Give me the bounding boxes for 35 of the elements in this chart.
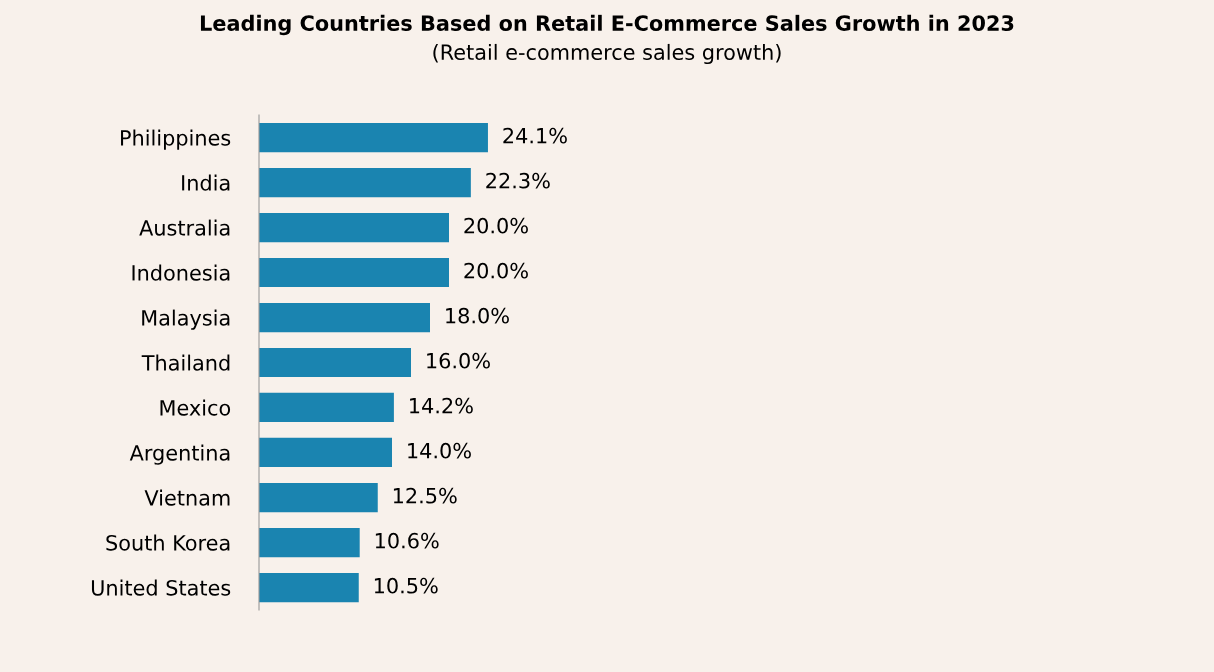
data-label: 18.0% — [446, 307, 509, 324]
bar — [259, 527, 360, 558]
bar — [259, 257, 449, 288]
bar — [259, 482, 378, 513]
bar — [259, 347, 411, 378]
data-label: 24.1% — [503, 127, 567, 144]
bar — [259, 122, 488, 153]
data-label: 12.5% — [393, 487, 457, 504]
y-tick-label: Vietnam — [144, 489, 230, 506]
data-label: 16.0% — [427, 352, 490, 369]
data-label: 20.0% — [464, 262, 528, 279]
bar — [259, 167, 471, 198]
bar — [259, 572, 359, 603]
data-label: 14.0% — [408, 442, 471, 459]
data-label: 22.3% — [486, 172, 550, 189]
y-tick-label: Malaysia — [142, 309, 230, 330]
chart-title: Leading Countries Based on Retail E-Commerce Sales Growth in 2023 — [200, 14, 1014, 36]
y-tick-label: Indonesia — [132, 264, 230, 281]
data-label: 20.0% — [464, 217, 528, 234]
bar — [259, 437, 392, 468]
bar — [259, 212, 449, 243]
y-tick-label: South Korea — [106, 534, 230, 551]
bar — [259, 392, 394, 423]
y-tick-label: Argentina — [129, 444, 230, 465]
y-tick-label: India — [182, 174, 230, 191]
y-tick-label: Mexico — [160, 399, 231, 416]
chart-subtitle: (Retail e-commerce sales growth) — [433, 43, 781, 65]
data-label: 10.6% — [375, 532, 439, 549]
y-tick-label: Philippines — [121, 129, 231, 150]
y-tick-label: Thailand — [141, 354, 230, 371]
bar — [259, 302, 430, 333]
data-label: 14.2% — [410, 397, 473, 414]
y-tick-label: Australia — [139, 219, 230, 236]
y-tick-label: United States — [91, 579, 231, 596]
data-label: 10.5% — [374, 577, 438, 594]
